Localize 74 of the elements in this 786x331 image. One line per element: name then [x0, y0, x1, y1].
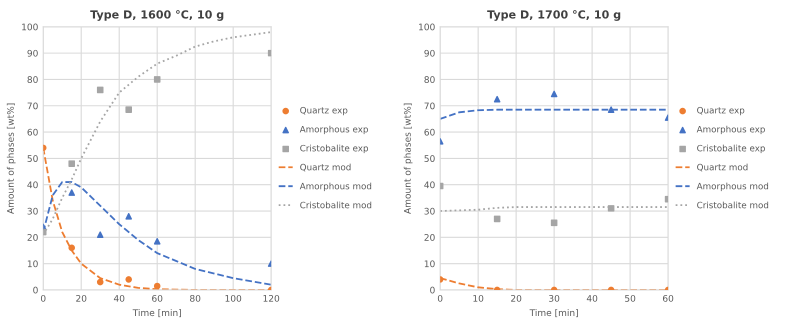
legend-label: Cristobalite exp	[300, 144, 368, 154]
x-tick-label: 30	[549, 294, 560, 302]
point	[96, 231, 104, 238]
y-tick-label: 40	[424, 181, 435, 188]
y-tick-label: 20	[424, 234, 435, 241]
x-tick-label: 120	[264, 294, 280, 302]
point	[494, 216, 500, 222]
line-series	[440, 108, 668, 120]
point	[125, 106, 132, 113]
y-tick-label: 40	[27, 181, 38, 188]
point	[68, 244, 76, 252]
y-tick-label: 30	[424, 208, 435, 215]
legend-label: Amorphous exp	[300, 126, 368, 134]
y-tick-label: 0	[430, 286, 435, 294]
point	[96, 278, 104, 286]
y-tick-label: 10	[424, 260, 435, 268]
y-tick-label: 50	[28, 155, 38, 162]
y-tick-label: 90	[27, 50, 38, 57]
y-tick-label: 0	[33, 286, 38, 294]
x-tick-label: 80	[190, 294, 200, 302]
legend-label: Cristobalite exp	[697, 144, 765, 154]
x-tick-label: 10	[473, 294, 484, 302]
legend-label: Amorphous mod	[696, 182, 768, 192]
point	[608, 205, 614, 212]
y-tick-label: 60	[28, 128, 38, 136]
legend-label: Quartz exp	[300, 106, 348, 116]
chart-title: Type D, 1700 °C, 10 g	[487, 10, 620, 21]
x-tick-label: 40	[114, 294, 124, 302]
y-tick-label: 20	[28, 234, 38, 241]
x-tick-label: 20	[511, 294, 522, 302]
x-tick-label: 40	[586, 294, 598, 302]
legend-label: Quartz mod	[697, 164, 748, 172]
point	[608, 106, 614, 113]
legend-label: Amorphous exp	[696, 126, 765, 134]
y-axis-title: Amount of phases [wt%]	[6, 104, 16, 214]
x-tick-label: 0	[438, 294, 442, 302]
y-tick-label: 100	[22, 24, 38, 30]
y-axis-title: Amount of phases [wt%]	[404, 104, 413, 214]
point	[125, 212, 132, 220]
point	[154, 282, 160, 290]
point	[125, 276, 132, 283]
y-tick-label: 80	[27, 76, 38, 83]
y-tick-label: 30	[28, 208, 38, 215]
point	[550, 90, 558, 98]
legend-label: Amorphous mod	[300, 182, 372, 192]
legend-label: Quartz exp	[697, 106, 744, 116]
chart-title: Type D, 1600 °C, 10 g	[90, 10, 224, 21]
point	[96, 86, 104, 94]
y-tick-label: 70	[28, 102, 38, 110]
x-tick-label: 100	[226, 294, 242, 302]
point	[494, 96, 500, 102]
point	[154, 76, 160, 83]
y-tick-label: 100	[419, 24, 435, 30]
x-tick-label: 20	[76, 294, 86, 302]
y-tick-label: 50	[424, 155, 435, 162]
x-axis-title: Time [min]	[132, 309, 181, 318]
y-tick-label: 90	[424, 50, 435, 57]
legend-label: Cristobalite mod	[300, 202, 372, 208]
point	[154, 238, 160, 245]
x-tick-label: 60	[152, 294, 162, 302]
x-axis-title: Time [min]	[530, 309, 578, 318]
legend-label: Quartz mod	[300, 164, 351, 172]
y-tick-label: 80	[424, 76, 435, 83]
point	[68, 189, 76, 196]
point	[68, 160, 76, 167]
y-tick-label: 70	[424, 102, 435, 110]
x-tick-label: 0	[40, 294, 46, 302]
line-series	[43, 181, 272, 286]
point	[550, 220, 558, 226]
x-tick-label: 50	[625, 294, 636, 302]
x-tick-label: 60	[662, 294, 674, 302]
y-tick-label: 60	[424, 128, 435, 136]
y-tick-label: 10	[28, 260, 38, 268]
legend-label: Cristobalite mod	[697, 202, 768, 208]
